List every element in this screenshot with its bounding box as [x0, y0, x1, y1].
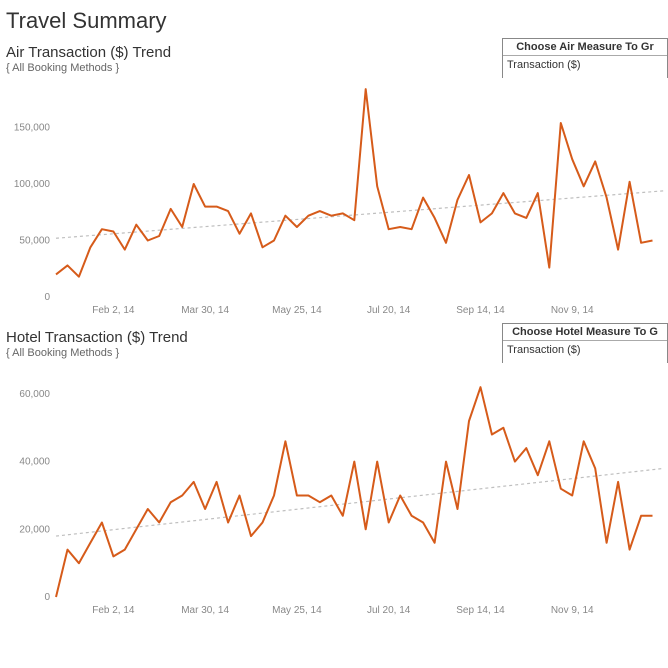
air-plot-area: 0 50,000 100,000 150,000 Feb 2, 14 Mar 30, 14… [0, 78, 668, 323]
svg-text:20,000: 20,000 [19, 524, 50, 535]
hotel-chart-block: Hotel Transaction ($) Trend { All Bookin… [0, 323, 668, 623]
svg-text:150,000: 150,000 [14, 123, 51, 134]
air-measure-selector[interactable]: Choose Air Measure To Gr Transaction ($) [502, 38, 668, 82]
hotel-measure-selector[interactable]: Choose Hotel Measure To G Transaction ($… [502, 323, 668, 367]
svg-text:Jul 20, 14: Jul 20, 14 [367, 305, 411, 316]
svg-text:Mar 30, 14: Mar 30, 14 [181, 605, 229, 616]
svg-text:May 25, 14: May 25, 14 [272, 305, 322, 316]
svg-text:Feb 2, 14: Feb 2, 14 [92, 605, 135, 616]
svg-text:50,000: 50,000 [19, 236, 50, 247]
svg-text:0: 0 [44, 592, 50, 603]
hotel-chart-subtitle: { All Booking Methods } [6, 347, 119, 359]
air-chart-header: Air Transaction ($) Trend { All Booking … [0, 38, 668, 78]
hotel-chart-svg: 0 20,000 40,000 60,000 Feb 2, 14 Mar 30, 14 Ma… [0, 363, 668, 623]
hotel-chart-header: Hotel Transaction ($) Trend { All Bookin… [0, 323, 668, 363]
svg-text:Feb 2, 14: Feb 2, 14 [92, 305, 135, 316]
air-chart-svg: 0 50,000 100,000 150,000 Feb 2, 14 Mar 30, 14… [0, 78, 668, 323]
hotel-selector-label: Choose Hotel Measure To G [503, 324, 667, 341]
svg-text:100,000: 100,000 [14, 179, 51, 190]
svg-text:Nov 9, 14: Nov 9, 14 [551, 305, 594, 316]
hotel-chart-title: Hotel Transaction ($) Trend [6, 329, 188, 346]
svg-text:60,000: 60,000 [19, 389, 50, 400]
svg-text:Sep 14, 14: Sep 14, 14 [456, 605, 505, 616]
svg-text:40,000: 40,000 [19, 457, 50, 468]
air-chart-block: Air Transaction ($) Trend { All Booking … [0, 38, 668, 323]
svg-text:Sep 14, 14: Sep 14, 14 [456, 305, 505, 316]
svg-text:Jul 20, 14: Jul 20, 14 [367, 605, 411, 616]
svg-text:May 25, 14: May 25, 14 [272, 605, 322, 616]
svg-text:Nov 9, 14: Nov 9, 14 [551, 605, 594, 616]
page-title: Travel Summary [0, 0, 668, 38]
hotel-plot-area: 0 20,000 40,000 60,000 Feb 2, 14 Mar 30, 14 Ma… [0, 363, 668, 623]
svg-text:Mar 30, 14: Mar 30, 14 [181, 305, 229, 316]
air-chart-subtitle: { All Booking Methods } [6, 62, 119, 74]
air-selector-label: Choose Air Measure To Gr [503, 39, 667, 56]
air-chart-title: Air Transaction ($) Trend [6, 44, 171, 61]
svg-text:0: 0 [44, 292, 50, 303]
